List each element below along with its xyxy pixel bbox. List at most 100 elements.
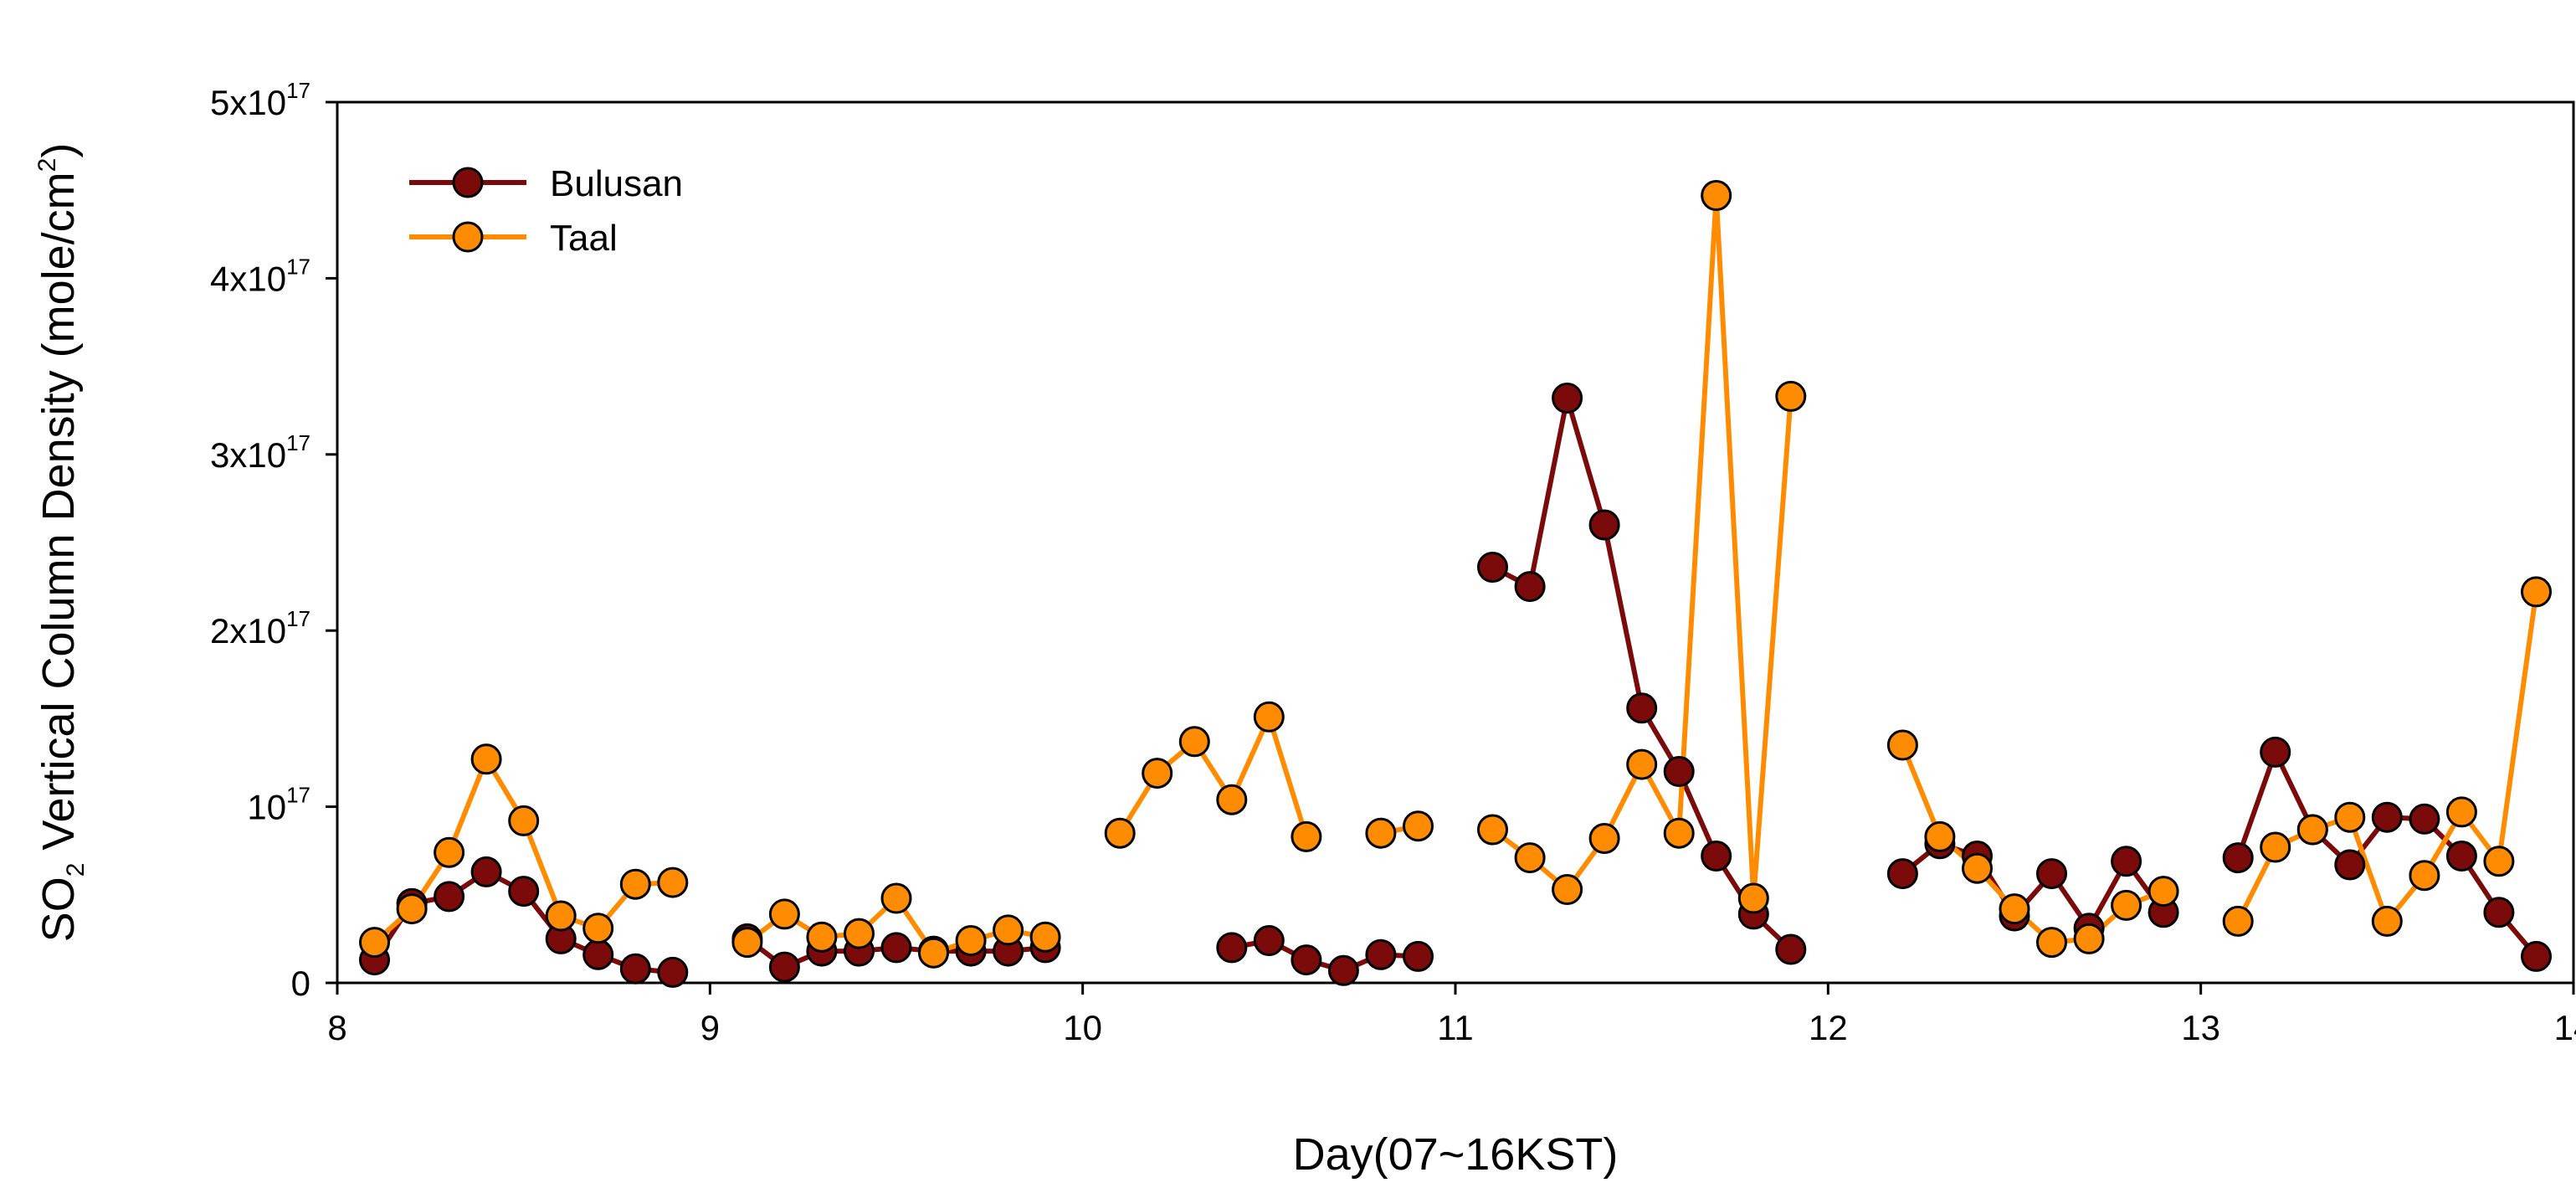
data-point-bulusan (1477, 552, 1508, 583)
data-point-taal (1403, 810, 1434, 842)
data-point-taal (2409, 860, 2440, 892)
data-point-bulusan (657, 956, 689, 988)
y-axis-title-superscript: 2 (33, 158, 61, 172)
data-point-taal (768, 898, 800, 930)
markers-bulusan (359, 383, 2552, 988)
series-bulusan (372, 395, 2538, 975)
x-axis: 8 9 10 11 12 13 14 (327, 983, 2576, 1047)
data-point-taal (1514, 842, 1546, 874)
legend: Bulusan Taal (409, 163, 683, 259)
data-point-bulusan (1701, 841, 1732, 872)
data-point-taal (993, 914, 1024, 946)
data-point-taal (434, 836, 465, 868)
data-point-bulusan (1216, 932, 1248, 964)
data-point-taal (1962, 852, 1993, 884)
x-tick-label: 8 (327, 1008, 346, 1047)
data-point-taal (1216, 784, 1248, 815)
data-point-taal (2445, 796, 2477, 828)
x-tick-label: 9 (700, 1008, 720, 1047)
data-point-bulusan (582, 938, 614, 970)
y-axis-title: SO2 Vertical Column Density (mole/cm2) (33, 143, 90, 943)
data-point-bulusan (508, 876, 540, 908)
legend-label-bulusan: Bulusan (550, 163, 683, 204)
y-axis-title-middle: Vertical Column Density (mole/cm (33, 172, 84, 862)
data-point-bulusan (1514, 571, 1546, 603)
data-point-taal (1999, 893, 2030, 925)
y-axis-title-suffix: ) (33, 143, 84, 158)
data-point-taal (2148, 876, 2179, 908)
data-point-taal (1178, 726, 1210, 758)
data-point-taal (2036, 927, 2067, 959)
data-point-taal (508, 805, 540, 836)
data-point-taal (582, 913, 614, 944)
data-point-bulusan (2036, 858, 2067, 890)
data-point-bulusan (1403, 940, 1434, 972)
x-tick-label: 10 (1063, 1008, 1102, 1047)
data-point-taal (1737, 882, 1769, 914)
data-point-bulusan (2260, 736, 2291, 768)
data-point-taal (2521, 576, 2552, 608)
markers-taal (359, 180, 2552, 969)
data-point-bulusan (2111, 846, 2142, 877)
data-point-bulusan (1775, 933, 1807, 965)
data-point-taal (731, 927, 763, 959)
data-point-bulusan (880, 932, 912, 964)
y-axis-title-subscript: 2 (62, 863, 90, 877)
data-point-bulusan (2521, 940, 2552, 972)
data-point-bulusan (1626, 692, 1658, 724)
y-tick-label: 4x1017 (210, 254, 310, 298)
x-tick-label: 11 (1437, 1008, 1474, 1047)
y-tick-label: 5x1017 (210, 78, 310, 122)
x-axis-title: Day(07~16KST) (1293, 1129, 1619, 1180)
data-point-taal (806, 921, 838, 953)
data-point-bulusan (1253, 925, 1285, 956)
data-point-bulusan (2409, 803, 2440, 835)
data-point-taal (1588, 823, 1620, 854)
y-tick-label: 1017 (247, 783, 310, 827)
data-point-taal (1029, 921, 1061, 953)
data-point-taal (1291, 820, 1322, 852)
data-point-taal (2260, 831, 2291, 863)
legend-marker-bulusan (452, 167, 484, 198)
data-point-taal (2371, 905, 2403, 937)
data-series (359, 180, 2552, 988)
data-point-bulusan (768, 951, 800, 983)
data-point-bulusan (1886, 858, 1918, 890)
data-point-taal (1701, 180, 1732, 211)
y-tick-label: 2x1017 (210, 606, 310, 650)
data-point-bulusan (2334, 849, 2366, 881)
data-point-taal (1775, 380, 1807, 412)
legend-label-taal: Taal (550, 218, 618, 259)
x-tick-label: 14 (2554, 1008, 2576, 1047)
legend-marker-taal (452, 221, 484, 253)
y-tick-label: 0 (291, 964, 310, 1003)
data-point-bulusan (1365, 938, 1397, 970)
data-point-taal (1626, 748, 1658, 780)
y-axis: 0 1017 2x1017 3x1017 4x1017 5x1017 (210, 78, 337, 1003)
data-point-taal (1552, 874, 1583, 905)
x-tick-label: 13 (2181, 1008, 2220, 1047)
data-point-taal (1253, 701, 1285, 733)
data-point-taal (545, 900, 577, 932)
data-point-taal (1924, 820, 1956, 852)
data-point-taal (955, 925, 987, 956)
series-taal (372, 193, 2539, 956)
y-axis-title-prefix: SO (33, 877, 84, 942)
data-point-bulusan (1327, 954, 1359, 986)
data-point-taal (1477, 814, 1508, 846)
data-point-taal (1142, 758, 1173, 789)
data-point-taal (657, 866, 689, 898)
x-tick-label: 12 (1809, 1008, 1848, 1047)
data-point-bulusan (434, 881, 465, 913)
data-point-bulusan (1291, 944, 1322, 976)
data-point-bulusan (2445, 841, 2477, 872)
data-point-bulusan (1552, 383, 1583, 414)
data-point-taal (2111, 889, 2142, 921)
data-point-bulusan (1588, 509, 1620, 541)
data-point-bulusan (2222, 842, 2254, 874)
data-point-taal (470, 743, 502, 775)
data-point-taal (844, 918, 875, 949)
data-point-bulusan (2483, 897, 2515, 928)
data-point-taal (2296, 814, 2328, 846)
